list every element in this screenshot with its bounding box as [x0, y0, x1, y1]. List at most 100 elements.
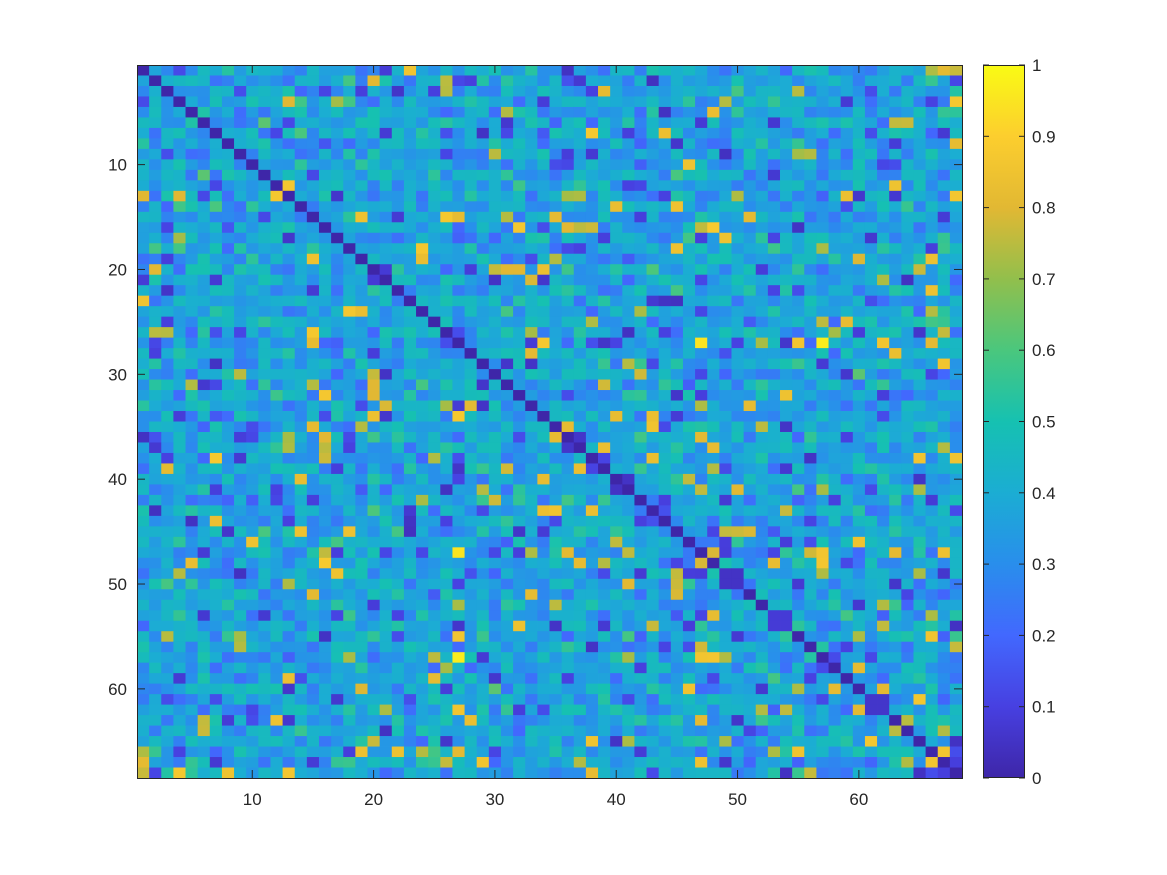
heatmap-cell	[937, 201, 951, 213]
heatmap-cell	[828, 610, 842, 622]
heatmap-cell	[901, 306, 914, 318]
heatmap-cell	[270, 505, 283, 517]
heatmap-cell	[816, 117, 829, 129]
heatmap-cell	[173, 494, 186, 506]
heatmap-cell	[767, 767, 781, 779]
heatmap-cell	[670, 452, 684, 464]
heatmap-cell	[622, 243, 635, 255]
heatmap-cell	[331, 757, 344, 768]
heatmap-cell	[598, 243, 611, 255]
heatmap-cell	[464, 515, 478, 527]
heatmap-cell	[137, 337, 150, 349]
heatmap-cell	[573, 526, 587, 538]
heatmap-cell	[901, 557, 914, 569]
heatmap-cell	[852, 589, 866, 601]
heatmap-cell	[331, 316, 344, 328]
heatmap-cell	[343, 746, 356, 758]
heatmap-cell	[816, 169, 829, 181]
heatmap-cell	[367, 369, 381, 380]
heatmap-cell	[537, 662, 550, 674]
heatmap-cell	[670, 211, 684, 223]
heatmap-cell	[731, 358, 745, 370]
heatmap-cell	[416, 264, 429, 276]
heatmap-cell	[500, 243, 514, 255]
heatmap-cell	[416, 390, 429, 401]
heatmap-cell	[840, 65, 854, 76]
heatmap-cell	[343, 547, 356, 559]
heatmap-cell	[852, 673, 866, 685]
heatmap-cell	[767, 85, 781, 97]
heatmap-cell	[500, 85, 514, 97]
heatmap-cell	[343, 631, 356, 643]
heatmap-cell	[549, 169, 563, 181]
x-tick-label: 60	[849, 790, 868, 809]
heatmap-cell	[464, 673, 478, 685]
heatmap-cell	[585, 379, 599, 391]
heatmap-cell	[755, 431, 769, 443]
heatmap-cell	[767, 327, 781, 339]
heatmap-cell	[197, 473, 211, 485]
heatmap-cell	[440, 494, 453, 506]
heatmap-cell	[731, 683, 745, 695]
heatmap-cell	[161, 253, 174, 265]
heatmap-cell	[221, 431, 235, 443]
heatmap-cell	[270, 610, 283, 622]
heatmap-cell	[743, 652, 757, 664]
heatmap-cell	[234, 411, 247, 422]
heatmap-cell	[646, 536, 660, 548]
heatmap-cell	[209, 484, 223, 496]
heatmap-cell	[925, 536, 939, 548]
heatmap-cell	[282, 285, 296, 297]
heatmap-cell	[877, 620, 890, 632]
heatmap-cell	[767, 337, 781, 349]
heatmap-cell	[610, 106, 623, 118]
heatmap-cell	[743, 327, 757, 339]
heatmap-cell	[901, 704, 914, 716]
heatmap-cell	[428, 484, 441, 496]
heatmap-cell	[197, 274, 211, 286]
heatmap-cell	[937, 568, 951, 580]
heatmap-cell	[889, 253, 902, 265]
heatmap-cell	[391, 568, 405, 580]
heatmap-cell	[318, 285, 332, 297]
heatmap-cell	[331, 295, 344, 307]
heatmap-cell	[428, 557, 441, 569]
heatmap-cell	[282, 159, 296, 171]
heatmap-cell	[610, 379, 623, 391]
heatmap-cell	[646, 274, 660, 286]
heatmap-cell	[755, 442, 769, 454]
heatmap-cell	[464, 526, 478, 538]
heatmap-cell	[306, 547, 320, 559]
heatmap-cell	[403, 494, 417, 506]
heatmap-cell	[646, 180, 660, 192]
heatmap-cell	[246, 232, 259, 244]
heatmap-cell	[755, 127, 769, 139]
heatmap-cell	[149, 243, 162, 255]
heatmap-cell	[901, 400, 914, 412]
heatmap-cell	[658, 578, 672, 590]
heatmap-cell	[949, 190, 963, 202]
heatmap-cell	[816, 358, 829, 370]
heatmap-cell	[185, 274, 199, 286]
heatmap-cell	[306, 180, 320, 192]
heatmap-cell	[658, 327, 672, 339]
heatmap-cell	[428, 358, 441, 370]
heatmap-cell	[173, 463, 186, 475]
heatmap-cell	[234, 369, 247, 380]
heatmap-cell	[719, 390, 732, 401]
heatmap-cell	[549, 578, 563, 590]
heatmap-cell	[234, 180, 247, 192]
heatmap-cell	[209, 253, 223, 265]
heatmap-cell	[173, 127, 186, 139]
heatmap-cell	[780, 557, 793, 569]
heatmap-cell	[561, 316, 575, 328]
heatmap-cell	[828, 746, 842, 758]
heatmap-cell	[598, 285, 611, 297]
heatmap-cell	[561, 127, 575, 139]
heatmap-cell	[864, 421, 878, 433]
heatmap-cell	[598, 316, 611, 328]
heatmap-cell	[719, 599, 732, 611]
heatmap-cell	[585, 526, 599, 538]
heatmap-cell	[816, 515, 829, 527]
heatmap-cell	[949, 127, 963, 139]
